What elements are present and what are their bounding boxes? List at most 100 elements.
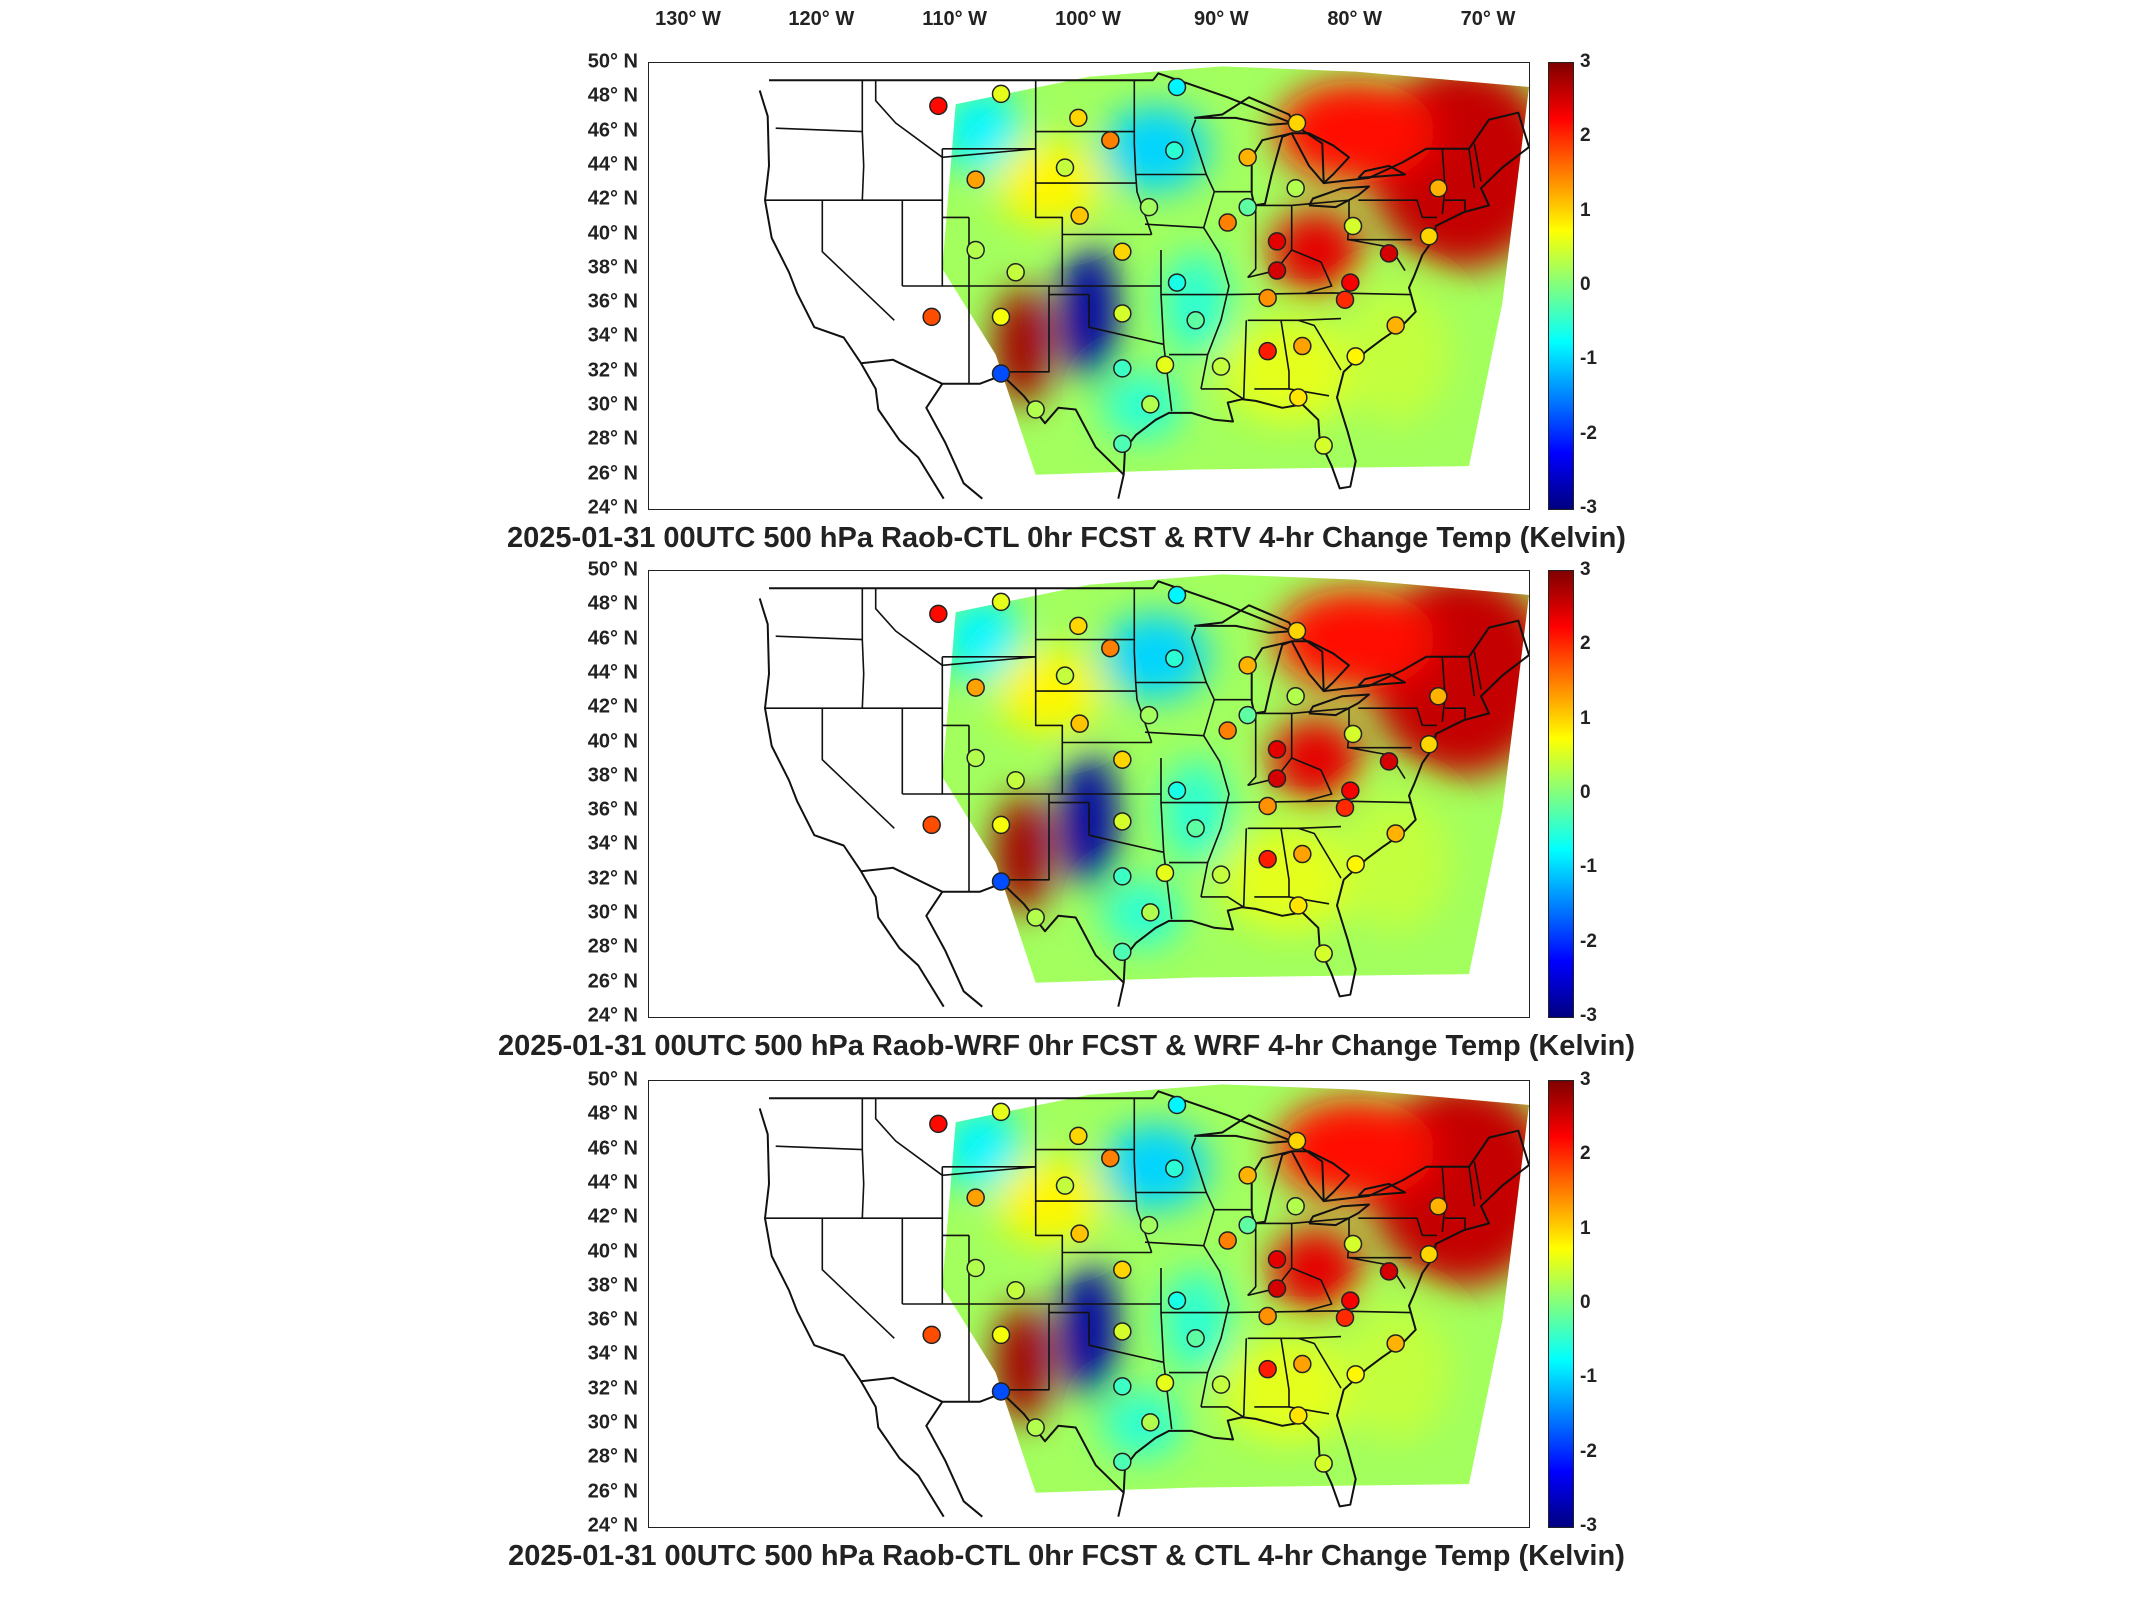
state-boundary bbox=[1247, 205, 1257, 278]
state-boundary bbox=[1473, 1161, 1482, 1200]
great-lake bbox=[1250, 640, 1293, 715]
colorbar-tick-label: 2 bbox=[1580, 633, 1591, 655]
lat-label: 24° N bbox=[587, 1004, 638, 1027]
panel-title: 2025-01-31 00UTC 500 hPa Raob-WRF 0hr FC… bbox=[497, 1030, 1636, 1062]
raob-station-marker bbox=[966, 1188, 985, 1207]
lat-label: 32° N bbox=[587, 359, 638, 382]
colorbar-tick-label: -1 bbox=[1580, 1366, 1597, 1388]
state-boundary bbox=[1445, 707, 1466, 721]
raob-station-marker bbox=[1139, 705, 1159, 725]
raob-station-marker bbox=[1113, 867, 1132, 886]
raob-station-marker bbox=[1113, 1322, 1132, 1341]
raob-station-marker bbox=[1286, 1196, 1305, 1216]
state-boundary bbox=[1088, 1312, 1164, 1364]
lat-label: 40° N bbox=[587, 1240, 638, 1263]
great-lake bbox=[1290, 640, 1350, 693]
raob-station-marker bbox=[1165, 649, 1184, 668]
great-lake bbox=[1308, 693, 1370, 717]
raob-station-marker bbox=[1055, 1176, 1075, 1195]
lat-label: 50° N bbox=[587, 50, 638, 73]
state-boundary bbox=[1144, 1241, 1204, 1247]
great-lake bbox=[1357, 164, 1406, 179]
colorbar-tick-label: -2 bbox=[1580, 422, 1597, 444]
colorbar-tick-label: -3 bbox=[1580, 1515, 1597, 1536]
lat-label: 30° N bbox=[587, 393, 638, 416]
raob-station-marker bbox=[1211, 865, 1231, 884]
coastline bbox=[925, 1401, 983, 1518]
raob-station-marker bbox=[1070, 206, 1089, 225]
state-boundary bbox=[1160, 758, 1173, 920]
state-boundary bbox=[861, 588, 865, 709]
state-boundary bbox=[902, 217, 944, 287]
geography-lines bbox=[758, 1090, 1529, 1518]
colorbar-tick-label: 1 bbox=[1580, 1217, 1591, 1239]
raob-station-marker bbox=[1113, 1260, 1132, 1279]
raob-station-marker bbox=[1346, 855, 1365, 874]
map-frame bbox=[648, 62, 1530, 510]
lat-label: 34° N bbox=[587, 324, 638, 347]
lat-label: 44° N bbox=[587, 153, 638, 176]
coastline bbox=[769, 72, 1529, 185]
raob-station-marker bbox=[1343, 1234, 1363, 1254]
raob-station-marker bbox=[1113, 434, 1132, 454]
state-boundary bbox=[874, 1098, 1036, 1177]
state-boundary bbox=[902, 1235, 944, 1305]
raob-station-marker bbox=[1006, 1281, 1025, 1300]
map-frame bbox=[648, 570, 1530, 1018]
state-boundary bbox=[1306, 261, 1333, 294]
raob-station-marker bbox=[1069, 616, 1088, 636]
state-boundary bbox=[902, 725, 944, 795]
state-boundary bbox=[1346, 1218, 1412, 1259]
state-boundary bbox=[775, 1145, 863, 1151]
state-boundary bbox=[1190, 119, 1230, 390]
great-lake bbox=[1290, 132, 1350, 185]
lat-label: 36° N bbox=[587, 1308, 638, 1331]
raob-station-marker bbox=[1238, 1166, 1257, 1185]
colorbar-tick-label: 0 bbox=[1580, 1292, 1591, 1313]
colorbar-tick-label: -1 bbox=[1580, 348, 1597, 370]
coastline bbox=[860, 358, 1125, 476]
state-boundary bbox=[942, 1303, 1050, 1391]
state-boundary bbox=[1468, 148, 1476, 189]
colorbar-tick-label: 0 bbox=[1580, 274, 1591, 295]
raob-station-marker bbox=[1429, 686, 1448, 706]
state-boundary bbox=[1346, 708, 1412, 749]
raob-station-marker bbox=[1113, 812, 1132, 831]
state-boundary bbox=[942, 1166, 1064, 1304]
map-svg bbox=[758, 1084, 1529, 1518]
lat-label: 38° N bbox=[587, 256, 638, 279]
raob-station-marker bbox=[1113, 1377, 1132, 1396]
colorbar-tick-label: -3 bbox=[1580, 497, 1597, 518]
raob-station-marker bbox=[1341, 781, 1360, 800]
raob-station-marker bbox=[1026, 1418, 1045, 1437]
raob-station-marker bbox=[929, 96, 948, 116]
raob-station-marker bbox=[1258, 849, 1277, 869]
raob-station-marker bbox=[1069, 1126, 1088, 1146]
raob-station-marker bbox=[1386, 316, 1405, 335]
raob-station-marker bbox=[1289, 388, 1308, 407]
raob-station-marker bbox=[1386, 824, 1405, 843]
raob-station-marker bbox=[1218, 1231, 1237, 1250]
raob-station-marker bbox=[1167, 77, 1187, 97]
state-boundary bbox=[1468, 656, 1476, 697]
raob-station-marker bbox=[1286, 686, 1305, 706]
state-boundary bbox=[1242, 1338, 1248, 1418]
raob-station-marker bbox=[966, 1258, 985, 1278]
map-frame bbox=[648, 1080, 1530, 1528]
raob-stations bbox=[922, 585, 1448, 963]
state-boundary bbox=[821, 1218, 895, 1339]
lat-label: 50° N bbox=[587, 558, 638, 581]
raob-station-marker bbox=[1211, 1375, 1231, 1394]
lat-label: 42° N bbox=[587, 695, 638, 718]
colorbar-tick-label: 2 bbox=[1580, 1143, 1591, 1165]
colorbar-tick-label: -1 bbox=[1580, 856, 1597, 878]
lat-label: 36° N bbox=[587, 798, 638, 821]
raob-station-marker bbox=[1293, 336, 1312, 356]
lat-label: 34° N bbox=[587, 1342, 638, 1365]
raob-station-marker bbox=[1165, 1159, 1184, 1178]
raob-station-marker bbox=[1314, 944, 1333, 963]
state-boundary bbox=[942, 285, 1050, 373]
lat-label: 28° N bbox=[587, 935, 638, 958]
state-boundary bbox=[1201, 388, 1245, 400]
raob-station-marker bbox=[1069, 108, 1088, 128]
